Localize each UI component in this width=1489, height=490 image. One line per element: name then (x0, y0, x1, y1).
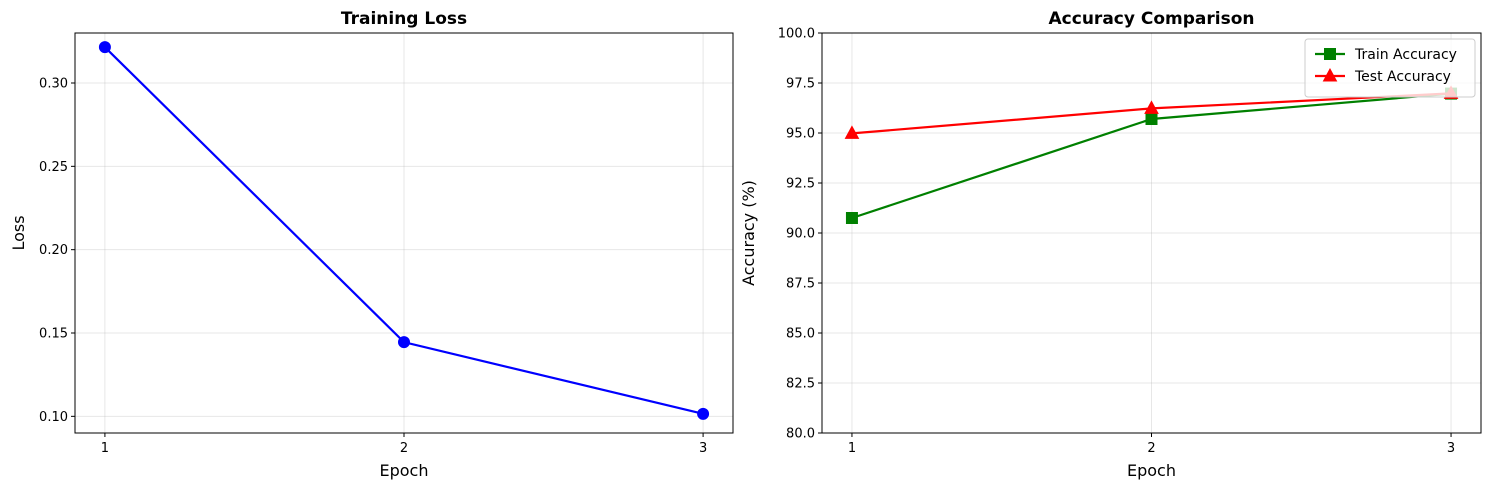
plot-frame (74, 32, 734, 434)
series-line-1 (98, 41, 710, 420)
y-tick-label: 80.0 (786, 427, 815, 442)
y-tick-label: 0.30 (39, 77, 68, 92)
y-tick-label: 0.15 (39, 327, 68, 342)
data-point (844, 125, 860, 139)
y-tick-label: 100.0 (778, 27, 815, 42)
legend-entry: Test Accuracy (1315, 67, 1451, 85)
legend-label: Train Accuracy (1354, 47, 1457, 63)
x-axis-label: Epoch (380, 461, 429, 480)
x-tick-label: 2 (1147, 441, 1155, 456)
y-tick-label: 0.10 (39, 410, 68, 425)
chart-1: 1 2 3 0.10 0.15 0.20 0.25 0.30 Training Loss Epoc… (9, 9, 734, 480)
y-tick-label: 82.5 (786, 377, 815, 392)
data-point (1144, 100, 1159, 114)
data-point (697, 407, 710, 420)
plot-frame (821, 32, 1482, 434)
legend-marker (1324, 48, 1336, 60)
data-point (98, 41, 111, 54)
y-tick-label: 95.0 (786, 127, 815, 142)
legend-label: Test Accuracy (1354, 69, 1451, 85)
legend-box (1304, 38, 1476, 98)
data-point (845, 212, 858, 224)
y-axis-label: Loss (9, 215, 28, 250)
x-tick-label: 1 (848, 441, 856, 456)
data-point (398, 336, 410, 349)
x-axis-label: Epoch (1127, 461, 1176, 480)
chart-title: Accuracy Comparison (1049, 9, 1255, 29)
y-tick-label: 90.0 (786, 227, 815, 242)
data-point (1145, 113, 1158, 125)
legend-marker (1322, 67, 1338, 82)
y-tick-label: 0.25 (39, 160, 68, 175)
legend-entry: Train Accuracy (1315, 47, 1457, 63)
x-tick-label: 3 (1447, 441, 1455, 456)
y-tick-label: 87.5 (786, 277, 815, 292)
y-tick-label: 97.5 (786, 77, 815, 92)
x-tick-label: 1 (101, 441, 109, 456)
chart-2: 1 2 3 80.0 82.5 85.0 87.5 90.0 92.5 95.0 97.5 100.0… (739, 9, 1482, 480)
x-tick-label: 2 (400, 441, 408, 456)
chart-title: Training Loss (341, 9, 467, 29)
legend: Train Accuracy Test Accuracy (1304, 38, 1476, 98)
y-tick-label: 92.5 (786, 177, 815, 192)
y-tick-label: 85.0 (786, 327, 815, 342)
y-axis-label: Accuracy (%) (739, 180, 758, 286)
x-tick-label: 3 (699, 441, 707, 456)
y-tick-label: 0.20 (39, 243, 68, 258)
